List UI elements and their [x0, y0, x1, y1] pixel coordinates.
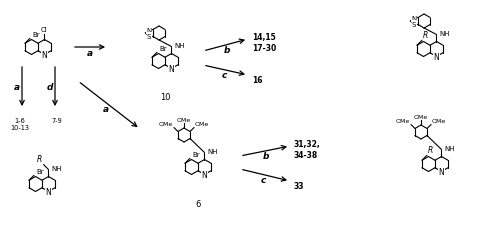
Text: c: c — [222, 71, 227, 80]
Text: Cl: Cl — [41, 27, 48, 33]
Text: 10: 10 — [160, 93, 170, 102]
Text: R: R — [428, 146, 434, 155]
Text: OMe: OMe — [195, 122, 210, 127]
Text: 7-9: 7-9 — [52, 118, 62, 123]
Text: N: N — [168, 65, 174, 74]
Text: 31,32,
34-38: 31,32, 34-38 — [294, 139, 321, 159]
Text: 6: 6 — [196, 199, 200, 208]
Text: OMe: OMe — [432, 119, 446, 124]
Text: NH: NH — [444, 146, 455, 152]
Text: N: N — [42, 51, 48, 60]
Text: 14,15
17-30: 14,15 17-30 — [252, 33, 276, 53]
Text: NH: NH — [440, 31, 450, 37]
Text: N: N — [438, 167, 444, 176]
Text: NH: NH — [208, 149, 218, 155]
Text: a: a — [14, 83, 20, 92]
Text: a: a — [87, 48, 93, 57]
Text: S: S — [412, 22, 416, 28]
Text: N: N — [202, 170, 207, 179]
Text: OMe: OMe — [158, 122, 173, 127]
Text: R: R — [37, 155, 43, 164]
Text: Br: Br — [192, 152, 200, 158]
Text: NH: NH — [174, 43, 185, 49]
Text: Br: Br — [32, 32, 40, 38]
Text: OMe: OMe — [414, 115, 428, 119]
Text: OMe: OMe — [396, 119, 410, 124]
Text: N: N — [434, 53, 440, 62]
Text: d: d — [47, 83, 53, 92]
Text: N: N — [412, 16, 417, 22]
Text: R: R — [423, 31, 428, 40]
Text: OMe: OMe — [177, 118, 191, 122]
Text: N: N — [46, 187, 52, 196]
Text: 1-6
10-13: 1-6 10-13 — [10, 118, 29, 131]
Text: N: N — [146, 28, 152, 34]
Text: b: b — [262, 152, 269, 161]
Text: c: c — [261, 176, 266, 185]
Text: Br: Br — [159, 46, 166, 52]
Text: 16: 16 — [252, 76, 262, 85]
Text: b: b — [224, 46, 230, 55]
Text: S: S — [147, 34, 152, 40]
Text: 33: 33 — [294, 181, 304, 190]
Text: Br: Br — [36, 169, 44, 174]
Text: NH: NH — [52, 166, 62, 172]
Text: a: a — [103, 105, 109, 114]
